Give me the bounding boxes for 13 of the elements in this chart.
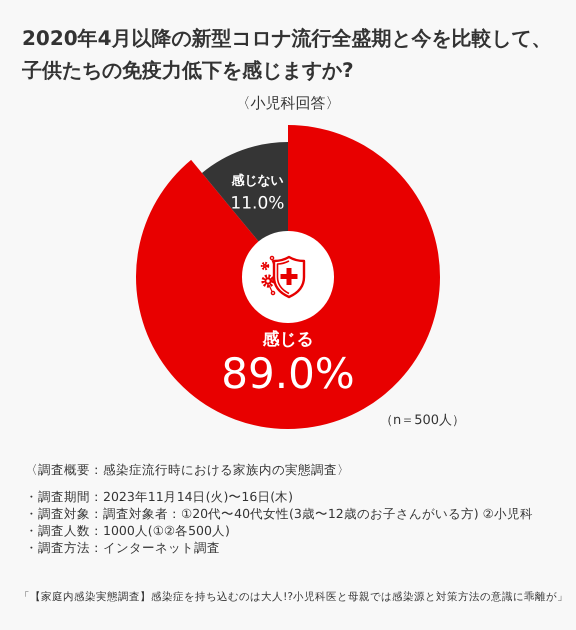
- text: ・調査方法：インターネット調査: [25, 539, 221, 556]
- data-label: 89.0%: [221, 348, 355, 398]
- text: 「【家庭内感染実態調査】感染症を持ち込むのは大人!?小児科医と母親では感染源と対策方法の意識に乖離が」: [19, 590, 568, 605]
- text: ・調査人数：1000人(①②各500人): [25, 522, 231, 539]
- chart-subtitle: 〈小児科回答〉: [234, 93, 342, 113]
- chart-title: 2020年4月以降の新型コロナ流行全盛期と今を比較して、子供たちの免疫力低下を感じますか?: [22, 25, 553, 84]
- text: 〈調査概要：感染症流行時における家族内の実態調査〉: [25, 461, 351, 478]
- text: ・調査対象：調査対象者：①20代〜40代女性(3歳〜12歳のお子さんがいる方) ②小児科: [25, 505, 533, 522]
- text: （n＝500人）: [380, 412, 466, 430]
- slice-label: 感じない: [230, 172, 284, 188]
- data-label: 11.0%: [230, 193, 284, 214]
- slice-label: 感じる: [262, 330, 314, 350]
- text: ・調査期間：2023年11月14日(火)〜16日(木): [25, 488, 294, 505]
